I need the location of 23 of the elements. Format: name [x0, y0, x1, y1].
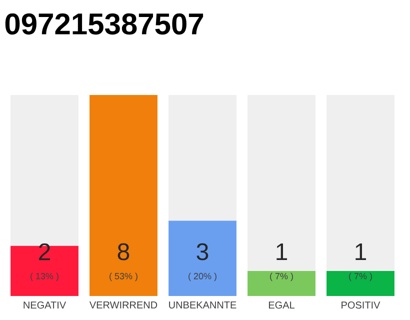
x-tick-label: VERWIRREND — [89, 302, 158, 308]
annotation: ( 13% ) — [30, 272, 58, 282]
data-label: 2 — [39, 243, 50, 260]
x-tick-label: NEGATIV — [24, 302, 66, 309]
bar — [326, 95, 394, 271]
bar — [248, 270, 316, 296]
bar — [90, 95, 158, 296]
data-label: 3 — [196, 243, 208, 260]
data-label: 1 — [356, 244, 366, 260]
annotation: ( 20% ) — [188, 272, 216, 282]
bar — [168, 220, 236, 296]
data-label: 8 — [118, 243, 130, 260]
annotation: ( 7% ) — [270, 272, 293, 282]
data-label: 1 — [276, 244, 287, 260]
x-tick-label: EGAL — [268, 302, 295, 309]
bar — [168, 95, 236, 221]
annotation: ( 7% ) — [349, 272, 372, 282]
chart-title: 097215387507 — [5, 13, 204, 35]
bar — [326, 270, 394, 296]
bar — [248, 95, 316, 271]
x-tick-label: POSITIV — [342, 302, 380, 309]
x-tick-label: UNBEKANNTE — [169, 302, 236, 308]
annotation: ( 53% ) — [110, 272, 138, 282]
